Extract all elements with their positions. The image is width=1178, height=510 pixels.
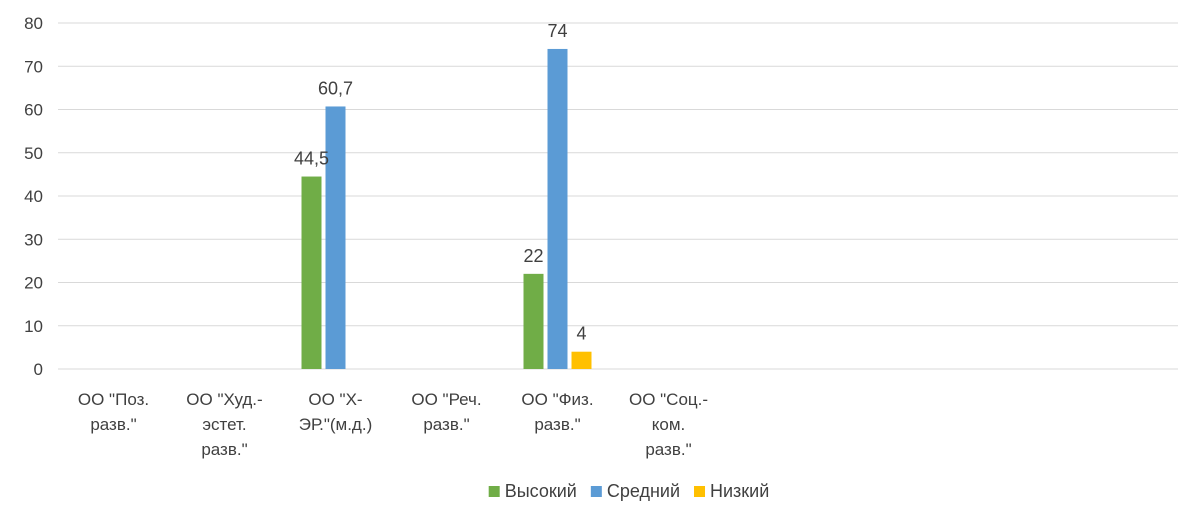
category-label: ОО "Физ. [521, 390, 593, 409]
legend-label: Высокий [505, 481, 577, 501]
data-label: 74 [547, 21, 567, 41]
y-tick-label: 80 [24, 14, 43, 33]
data-label: 4 [576, 324, 586, 344]
bar-Средний [547, 48, 568, 369]
legend-swatch [590, 486, 602, 497]
y-tick-label: 0 [34, 360, 43, 379]
legend-item-Высокий: Высокий [488, 481, 577, 501]
legend-swatch [694, 486, 706, 497]
category-label: разв." [423, 415, 469, 434]
y-tick-label: 70 [24, 57, 43, 76]
category-label: эстет. [202, 415, 246, 434]
legend-item-Низкий: Низкий [694, 481, 769, 501]
bar-Высокий [523, 273, 544, 369]
category-label: ком. [652, 415, 686, 434]
category-label: ОО "Поз. [78, 390, 149, 409]
category-label: ОО "Соц.- [629, 390, 708, 409]
category-label: ЭР."(м.д.) [299, 415, 372, 434]
data-label: 44,5 [294, 149, 329, 169]
bar-Высокий [301, 176, 322, 369]
category-label: разв." [90, 415, 136, 434]
category-label: разв." [534, 415, 580, 434]
y-tick-label: 30 [24, 230, 43, 249]
y-tick-label: 60 [24, 101, 43, 120]
legend-label: Средний [607, 481, 680, 501]
y-tick-label: 10 [24, 317, 43, 336]
bars [301, 48, 592, 369]
category-label: ОО "Х- [308, 390, 362, 409]
data-label: 22 [523, 246, 543, 266]
legend-label: Низкий [710, 481, 769, 501]
bar-Средний [325, 106, 346, 369]
bar-Низкий [571, 351, 592, 369]
gridlines [58, 22, 1178, 370]
y-tick-label: 50 [24, 144, 43, 163]
category-label: разв." [645, 440, 691, 459]
data-labels: 44,5 60,7 22 74 4 [294, 21, 587, 344]
y-tick-label: 20 [24, 274, 43, 293]
x-axis-categories: ОО "Поз. разв." ОО "Худ.- эстет. разв." ОО "Х… [78, 390, 708, 459]
legend: Высокий Средний Низкий [488, 481, 769, 501]
y-axis-ticks: 0 10 20 30 40 50 60 70 80 [24, 14, 43, 379]
category-label: ОО "Реч. [411, 390, 481, 409]
data-label: 60,7 [318, 78, 353, 98]
legend-item-Средний: Средний [590, 481, 680, 501]
y-tick-label: 40 [24, 187, 43, 206]
category-label: ОО "Худ.- [186, 390, 262, 409]
legend-swatch [488, 486, 500, 497]
category-label: разв." [201, 440, 247, 459]
